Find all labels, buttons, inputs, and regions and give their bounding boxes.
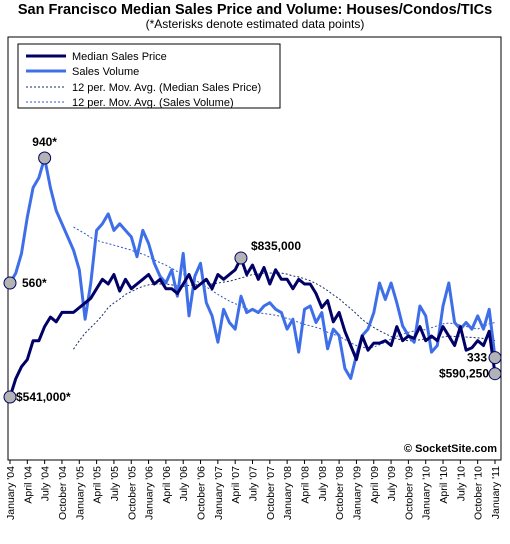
legend-label-price-ma: 12 per. Mov. Avg. (Median Sales Price): [72, 82, 261, 94]
x-axis: January '04 April '04 July '04 October '04 J…: [5, 460, 502, 520]
legend: Median Sales Price Sales Volume 12 per. …: [17, 43, 281, 109]
x-tick-label: October '04: [57, 466, 69, 520]
x-tick-label: April '09: [369, 466, 381, 504]
chart-credit: © SocketSite.com: [404, 443, 497, 455]
x-tick-label: April '06: [161, 466, 173, 504]
x-tick-label: April '10: [438, 466, 450, 504]
annotation-marker: [3, 276, 17, 290]
annotation-marker: [38, 151, 52, 165]
annotation-marker: [488, 351, 502, 365]
annotation-label: $541,000*: [16, 390, 71, 404]
x-tick-label: July '08: [317, 466, 329, 501]
legend-label-volume: Sales Volume: [72, 66, 139, 78]
x-tick-label: January '06: [144, 466, 156, 520]
x-tick-label: January '11: [490, 466, 502, 519]
x-tick-label: April '04: [22, 466, 34, 504]
x-tick-label: January '04: [5, 466, 17, 520]
x-tick-label: January '09: [351, 466, 363, 520]
x-tick-label: July '06: [178, 466, 190, 501]
x-tick-label: July '07: [248, 466, 260, 501]
x-tick-label: October '07: [265, 466, 277, 520]
x-tick-label: October '09: [403, 466, 415, 520]
x-tick-label: July '04: [40, 466, 52, 501]
x-tick-label: April '08: [299, 466, 311, 504]
annotation-label: 333: [467, 351, 487, 365]
annotation-label: $590,250: [439, 367, 489, 381]
chart-subtitle: (*Asterisks denote estimated data points…: [146, 17, 365, 31]
x-tick-label: January '08: [282, 466, 294, 520]
x-tick-label: October '06: [196, 466, 208, 520]
annotation-marker: [234, 251, 248, 265]
chart-title: San Francisco Median Sales Price and Vol…: [18, 2, 492, 18]
legend-label-price: Median Sales Price: [72, 51, 167, 63]
series-line-median-sales-price: [8, 256, 497, 398]
x-tick-label: January '07: [213, 466, 225, 520]
x-tick-label: October '10: [473, 466, 485, 520]
x-tick-label: January '05: [74, 466, 86, 520]
annotation-label: 560*: [22, 276, 47, 290]
x-tick-label: October '05: [126, 466, 138, 520]
series-line-sales-volume: [8, 156, 497, 380]
x-tick-label: July '09: [386, 466, 398, 501]
annotation-marker: [3, 390, 17, 404]
legend-label-volume-ma: 12 per. Mov. Avg. (Sales Volume): [72, 97, 234, 109]
x-tick-label: April '05: [92, 466, 104, 504]
series-line-volume-moving-average: [73, 226, 496, 349]
annotation-marker: [488, 367, 502, 381]
x-tick-label: April '07: [230, 466, 242, 504]
x-tick-label: July '10: [455, 466, 467, 501]
x-tick-label: July '05: [109, 466, 121, 501]
x-tick-label: October '08: [334, 466, 346, 520]
annotation-label: $835,000: [251, 239, 301, 253]
series-line-price-moving-average: [73, 272, 496, 350]
annotation-label: 940*: [32, 135, 57, 149]
x-tick-label: January '10: [421, 466, 433, 520]
